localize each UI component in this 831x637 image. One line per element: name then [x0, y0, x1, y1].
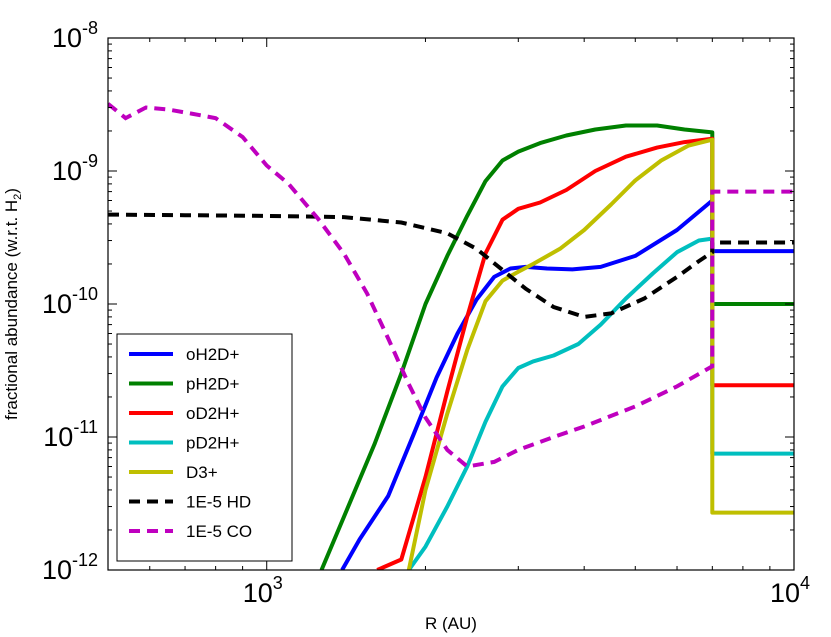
legend-box [116, 333, 293, 562]
series-line-1e-5-co [108, 102, 794, 469]
series-layer [108, 102, 794, 570]
y-tick-exponent: -12 [72, 550, 98, 570]
y-tick-exponent: -10 [72, 284, 98, 304]
legend-label-d3: D3+ [186, 463, 218, 482]
y-tick-base: 10 [42, 555, 72, 585]
y-axis-title-main: fractional abundance (w.r.t. H [2, 200, 21, 420]
x-tick-label: 104 [770, 573, 810, 608]
series-line-d3 [406, 137, 794, 570]
series-line-1e-5-hd [108, 212, 794, 319]
x-tick-exponent: 3 [273, 573, 283, 593]
legend-label-oh2d: oH2D+ [186, 345, 239, 364]
legend: oH2D+ pH2D+ oD2H+ pD2H+ D3+ 1E-5 HD 1E-5 CO [116, 333, 293, 562]
x-axis-title: R (AU) [425, 614, 477, 633]
series-line-pd2h [407, 236, 794, 570]
legend-label-od2h: oD2H+ [186, 404, 239, 423]
legend-label-ph2d: pH2D+ [186, 375, 239, 394]
series-line-oh2d [340, 198, 794, 570]
x-tick-base: 10 [770, 578, 800, 608]
x-tick-base: 10 [243, 578, 273, 608]
legend-label-pd2h: pD2H+ [186, 434, 239, 453]
y-tick-exponent: -8 [82, 18, 98, 38]
y-tick-base: 10 [52, 156, 82, 186]
y-tick-label: 10-11 [43, 417, 98, 452]
y-tick-label: 10-12 [42, 550, 98, 585]
y-tick-label: 10-9 [52, 151, 98, 186]
y-tick-exponent: -9 [82, 151, 98, 171]
series-line-ph2d [319, 123, 794, 570]
y-tick-base: 10 [43, 422, 73, 452]
x-tick-exponent: 4 [800, 573, 810, 593]
y-tick-base: 10 [42, 289, 72, 319]
y-tick-exponent: -11 [73, 417, 98, 437]
y-tick-base: 10 [52, 23, 82, 53]
x-tick-label: 103 [243, 573, 283, 608]
y-axis-title-end: ) [2, 188, 21, 194]
y-tick-label: 10-10 [42, 284, 98, 319]
y-axis-title: fractional abundance (w.r.t. H2) [2, 188, 24, 420]
legend-label-1e-5-co: 1E-5 CO [186, 522, 252, 541]
y-axis-title-sub: 2 [12, 194, 24, 200]
series-line-od2h [376, 136, 794, 570]
y-tick-label: 10-8 [52, 18, 98, 53]
legend-label-1e-5-hd: 1E-5 HD [186, 493, 251, 512]
